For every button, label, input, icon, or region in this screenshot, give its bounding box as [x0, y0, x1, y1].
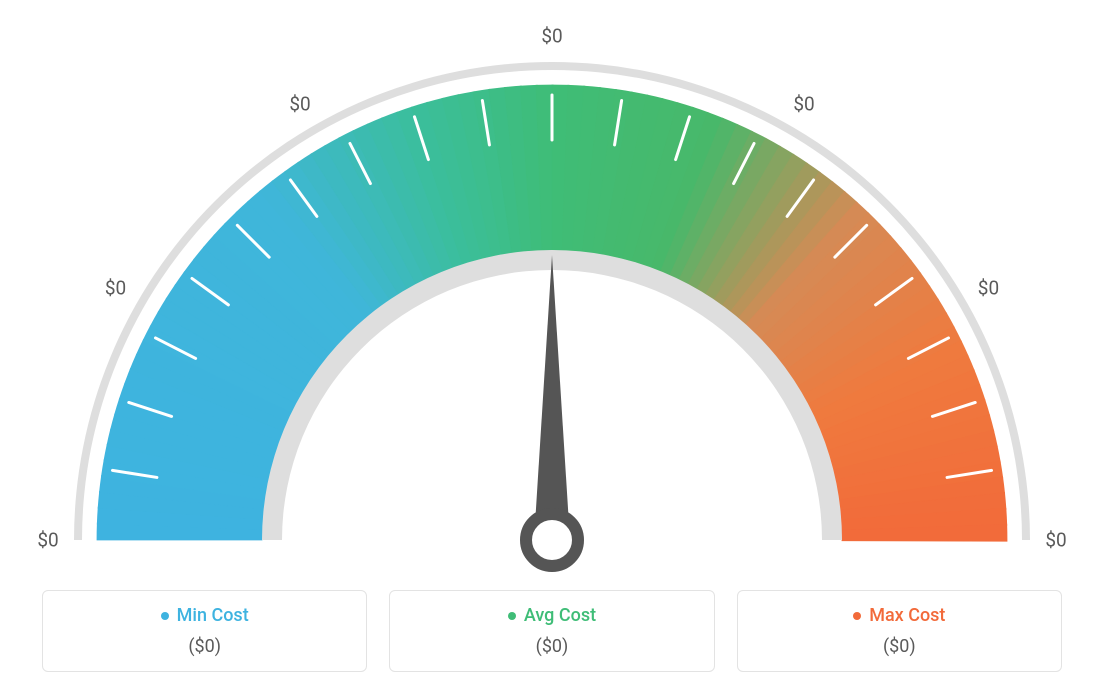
legend-dot-avg: [508, 612, 516, 620]
gauge-tick-label: $0: [289, 92, 310, 115]
gauge-tick-label: $0: [978, 277, 999, 300]
legend-dot-max: [853, 612, 861, 620]
legend-label-min: Min Cost: [177, 605, 249, 626]
gauge-svg: [42, 20, 1062, 580]
gauge-tick-label: $0: [1045, 529, 1066, 552]
gauge-tick-label: $0: [105, 277, 126, 300]
legend-title-min: Min Cost: [161, 605, 249, 626]
legend-value-avg: ($0): [400, 636, 703, 657]
legend-title-max: Max Cost: [853, 605, 945, 626]
cost-gauge-chart: $0 $0 $0 $0 $0 $0 $0 Min Cost ($0) Avg Cost ($…: [0, 0, 1104, 690]
legend-value-max: ($0): [748, 636, 1051, 657]
legend-title-avg: Avg Cost: [508, 605, 596, 626]
gauge-tick-label: $0: [793, 92, 814, 115]
legend-card-max: Max Cost ($0): [737, 590, 1062, 673]
legend-card-avg: Avg Cost ($0): [389, 590, 714, 673]
gauge-needle: [534, 255, 570, 540]
gauge-area: $0$0$0$0$0$0$0: [42, 20, 1062, 580]
gauge-tick-label: $0: [37, 529, 58, 552]
legend-label-max: Max Cost: [869, 605, 945, 626]
legend-dot-min: [161, 612, 169, 620]
gauge-tick-label: $0: [541, 25, 562, 48]
legend-label-avg: Avg Cost: [524, 605, 596, 626]
legend-row: Min Cost ($0) Avg Cost ($0) Max Cost ($0…: [42, 590, 1062, 673]
legend-value-min: ($0): [53, 636, 356, 657]
legend-card-min: Min Cost ($0): [42, 590, 367, 673]
gauge-needle-hub: [526, 514, 578, 566]
